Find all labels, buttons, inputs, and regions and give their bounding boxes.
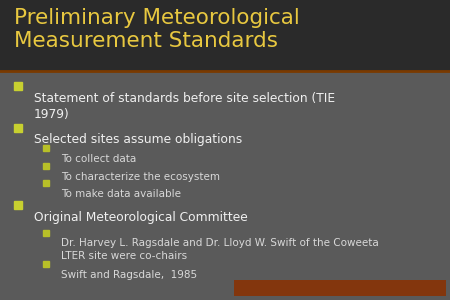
- Text: Preliminary Meteorological
Measurement Standards: Preliminary Meteorological Measurement S…: [14, 8, 299, 51]
- Text: Selected sites assume obligations: Selected sites assume obligations: [34, 134, 242, 146]
- Text: To characterize the ecosystem: To characterize the ecosystem: [61, 172, 220, 182]
- Text: To collect data: To collect data: [61, 154, 136, 164]
- Text: Dr. Harvey L. Ragsdale and Dr. Lloyd W. Swift of the Coweeta
LTER site were co-c: Dr. Harvey L. Ragsdale and Dr. Lloyd W. …: [61, 238, 378, 261]
- Text: Statement of standards before site selection (TIE
1979): Statement of standards before site selec…: [34, 92, 335, 121]
- Text: Swift and Ragsdale,  1985: Swift and Ragsdale, 1985: [61, 270, 197, 280]
- Text: To make data available: To make data available: [61, 189, 181, 199]
- Text: Original Meteorological Committee: Original Meteorological Committee: [34, 211, 248, 224]
- Bar: [234, 280, 446, 296]
- Bar: [0, 0, 450, 70]
- Bar: [0, 70, 450, 300]
